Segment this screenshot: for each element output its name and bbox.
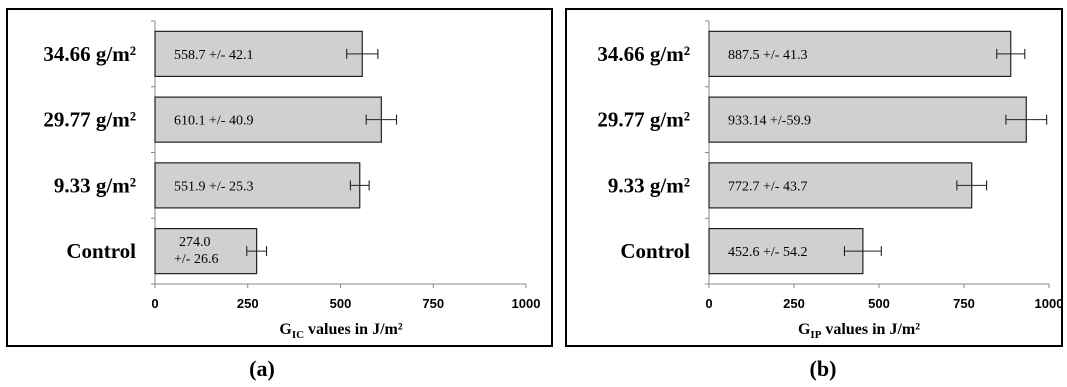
chart-panel-b: 0 250 500 750 1000 Control 452.6 +/- 54.2 9.33 … (565, 8, 1064, 381)
category-label-a: 34.66 g/m² (43, 42, 136, 66)
category-label-a: 29.77 g/m² (43, 108, 136, 132)
x-tick-label-a: 750 (422, 296, 444, 311)
bar-b (708, 96, 1027, 143)
panel-label-b: (b) (810, 356, 837, 381)
data-label-a: 610.1 +/- 40.9 (174, 114, 253, 129)
bar-a (154, 228, 258, 275)
category-label-a: Control (66, 239, 136, 263)
chart-panel-a: 0 250 500 750 1000 Control 274.0 +/- 26.6 9.33 g… (6, 8, 553, 381)
data-label-b: 887.5 +/- 41.3 (728, 48, 807, 63)
data-label-a: 558.7 +/- 42.1 (174, 48, 253, 63)
data-label-a: 274.0 (179, 235, 211, 250)
bar-a (154, 162, 361, 209)
x-tick-label-b: 1000 (1035, 296, 1064, 311)
x-tick-label-a: 1000 (512, 296, 541, 311)
category-label-a: 9.33 g/m² (54, 173, 136, 197)
bar-a (154, 96, 382, 143)
data-label-a: +/- 26.6 (174, 252, 218, 267)
x-tick-label-b: 500 (868, 296, 890, 311)
data-label-b: 452.6 +/- 54.2 (728, 245, 807, 260)
data-label-b: 772.7 +/- 43.7 (728, 179, 807, 194)
x-tick-label-a: 0 (151, 296, 158, 311)
category-label-b: 9.33 g/m² (608, 173, 690, 197)
bar-a (154, 30, 363, 77)
x-tick-label-a: 250 (237, 296, 259, 311)
panel-label-a: (a) (249, 356, 275, 381)
data-label-a: 551.9 +/- 25.3 (174, 179, 253, 194)
data-label-b: 933.14 +/-59.9 (728, 114, 811, 129)
x-tick-label-b: 0 (705, 296, 712, 311)
x-tick-label-b: 250 (783, 296, 805, 311)
category-label-b: Control (620, 239, 690, 263)
x-axis-label-b: GIP values in J/m² (798, 321, 920, 341)
category-label-b: 29.77 g/m² (597, 108, 690, 132)
x-axis-label-a: GIC values in J/m² (279, 321, 402, 341)
bar-b (708, 162, 973, 209)
x-tick-label-a: 500 (330, 296, 352, 311)
x-tick-label-b: 750 (953, 296, 975, 311)
category-label-b: 34.66 g/m² (597, 42, 690, 66)
bar-b (708, 30, 1012, 77)
bar-b (708, 228, 864, 275)
